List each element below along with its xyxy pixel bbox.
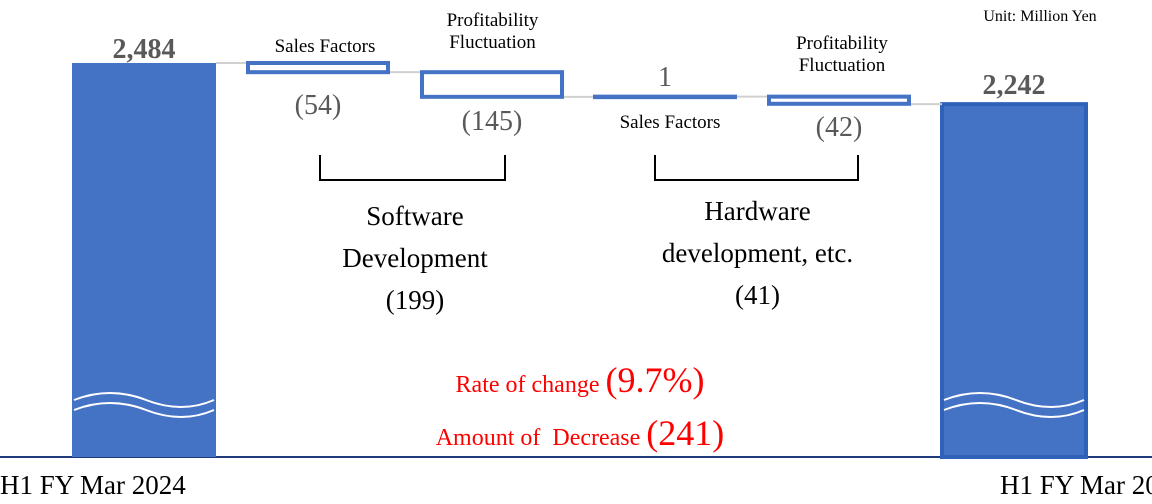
axis-break <box>943 392 1085 408</box>
bracket <box>319 155 506 181</box>
delta-bar <box>420 70 564 99</box>
delta-bar <box>767 94 911 106</box>
axis-break <box>943 402 1085 418</box>
annotation-value: (9.7%) <box>605 360 705 400</box>
group-label: Hardware development, etc. (41) <box>640 190 875 316</box>
value-label: 1 <box>658 62 672 93</box>
axis-break <box>73 392 215 408</box>
category-label: H1 FY Mar 2025 <box>1000 470 1152 500</box>
category-label: Profitability Fluctuation <box>796 33 888 76</box>
annotation-text: Amount of Decrease <box>435 425 641 451</box>
group-name: Software Development <box>342 201 488 273</box>
group-total: (41) <box>735 280 780 310</box>
delta-bar <box>246 61 390 75</box>
value-label: (54) <box>294 90 342 121</box>
annotation: Rate of change (9.7%) <box>300 360 860 401</box>
annotation: Amount of Decrease (241) <box>300 413 860 454</box>
axis-break <box>73 402 215 418</box>
category-label: H1 FY Mar 2024 <box>0 470 186 500</box>
category-label: Sales Factors <box>274 36 376 57</box>
annotation-value: (241) <box>646 413 725 453</box>
bracket <box>654 155 859 181</box>
category-label: Sales Factors <box>619 112 721 133</box>
value-label: (145) <box>461 106 523 137</box>
group-total: (199) <box>385 285 445 315</box>
total-bar <box>72 63 216 457</box>
group-name: Hardware development, etc. <box>661 196 854 268</box>
delta-bar <box>593 94 737 100</box>
value-label: (42) <box>815 112 863 143</box>
annotation-text: Rate of change <box>455 372 600 398</box>
value-label: 2,242 <box>982 70 1046 101</box>
group-label: Software Development (199) <box>300 195 530 321</box>
value-label: 2,484 <box>112 34 176 65</box>
category-label: Profitability Fluctuation <box>446 10 539 53</box>
unit-label: Unit: Million Yen <box>983 8 1097 25</box>
